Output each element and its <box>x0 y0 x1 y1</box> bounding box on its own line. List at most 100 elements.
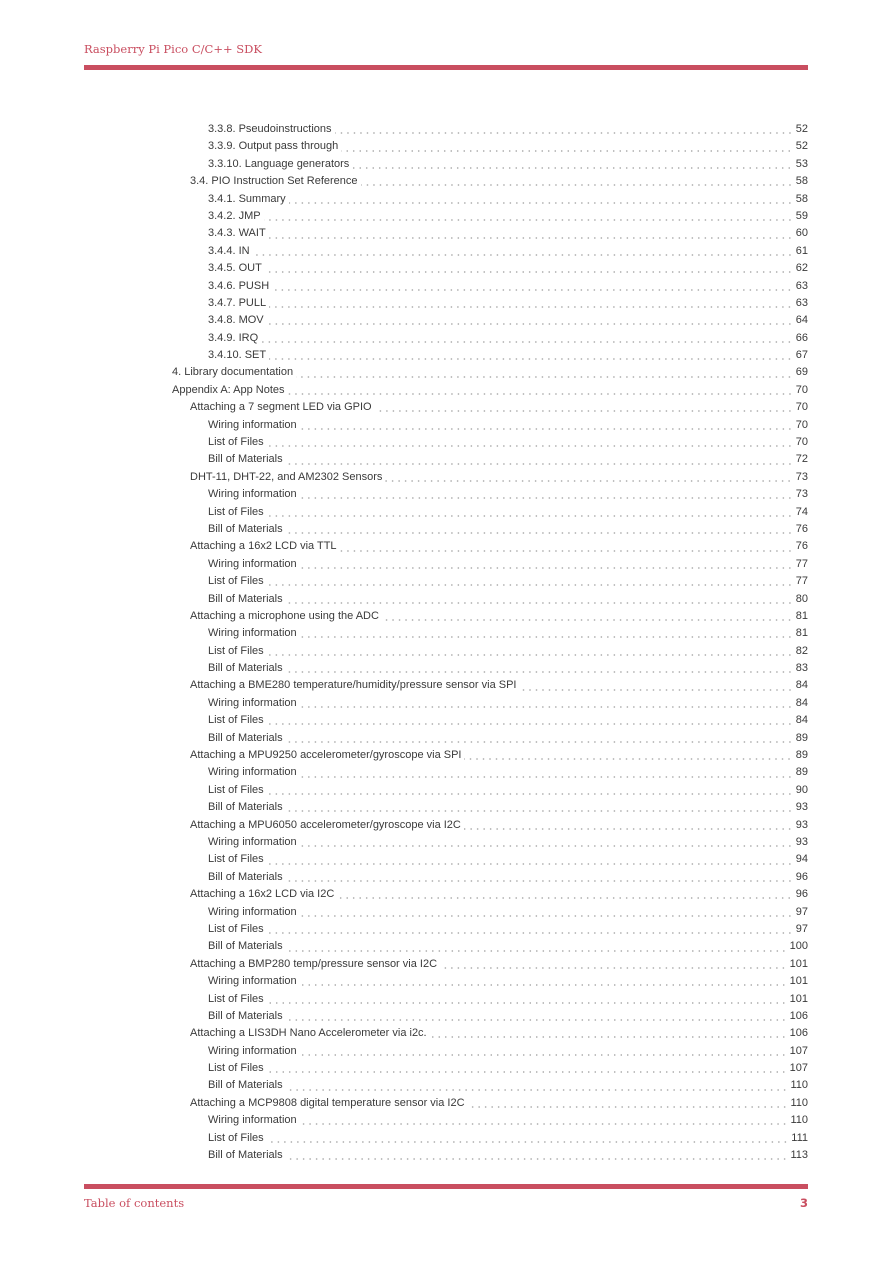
toc-entry[interactable]: Wiring information 101 <box>208 973 808 990</box>
toc-entry[interactable]: 3.4.8. MOV 64 <box>208 312 808 329</box>
toc-entry-page: 90 <box>795 783 808 796</box>
dot-leader <box>299 497 793 500</box>
toc-entry[interactable]: Wiring information 70 <box>208 417 808 434</box>
dot-leader <box>264 271 793 274</box>
toc-entry[interactable]: Attaching a 16x2 LCD via TTL 76 <box>190 538 808 555</box>
toc-entry[interactable]: Wiring information 107 <box>208 1043 808 1060</box>
toc-entry[interactable]: Wiring information 97 <box>208 904 808 921</box>
toc-entry[interactable]: List of Files 82 <box>208 643 808 660</box>
toc-entry[interactable]: List of Files 111 <box>208 1130 808 1147</box>
toc-entry[interactable]: Bill of Materials 110 <box>208 1077 808 1094</box>
toc-entry[interactable]: Bill of Materials 76 <box>208 521 808 538</box>
toc-entry[interactable]: 3.4.5. OUT 62 <box>208 260 808 277</box>
toc-entry[interactable]: 3.4.1. Summary 58 <box>208 191 808 208</box>
toc-entry[interactable]: Bill of Materials 72 <box>208 451 808 468</box>
toc-entry[interactable]: Wiring information 73 <box>208 486 808 503</box>
toc-entry[interactable]: Bill of Materials 83 <box>208 660 808 677</box>
toc-entry-label: DHT-11, DHT-22, and AM2302 Sensors <box>190 470 383 483</box>
toc-entry-label: 3.4.7. PULL <box>208 296 267 309</box>
toc-entry[interactable]: List of Files 101 <box>208 991 808 1008</box>
toc-entry[interactable]: List of Files 90 <box>208 782 808 799</box>
toc-entry-page: 52 <box>795 123 808 135</box>
toc-entry[interactable]: Attaching a BMP280 temp/pressure sensor … <box>190 956 808 973</box>
dot-leader <box>266 862 793 865</box>
toc-entry-label: Wiring information <box>208 696 297 709</box>
toc-entry-label: Bill of Materials <box>208 522 283 535</box>
toc-entry[interactable]: List of Files 94 <box>208 851 808 868</box>
toc-entry[interactable]: List of Files 70 <box>208 434 808 451</box>
toc-entry[interactable]: List of Files 97 <box>208 921 808 938</box>
dot-leader <box>429 1036 787 1039</box>
toc-entry[interactable]: Attaching a 16x2 LCD via I2C 96 <box>190 886 808 903</box>
toc-entry-label: List of Files <box>208 783 264 796</box>
toc-entry-page: 63 <box>795 296 808 309</box>
toc-entry[interactable]: Bill of Materials 106 <box>208 1008 808 1025</box>
toc-entry-page: 97 <box>795 905 808 918</box>
toc-entry[interactable]: Bill of Materials 89 <box>208 730 808 747</box>
toc-entry[interactable]: Wiring information 93 <box>208 834 808 851</box>
toc-entry-page: 58 <box>795 192 808 205</box>
toc-entry[interactable]: Attaching a microphone using the ADC 81 <box>190 608 808 625</box>
toc-entry[interactable]: Wiring information 84 <box>208 695 808 712</box>
toc-entry-page: 113 <box>790 1149 808 1161</box>
toc-entry[interactable]: Bill of Materials 113 <box>208 1147 808 1164</box>
toc-entry[interactable]: 3.4.6. PUSH 63 <box>208 278 808 295</box>
toc-entry[interactable]: 3.4.10. SET 67 <box>208 347 808 364</box>
toc-entry[interactable]: 3.3.9. Output pass through 52 <box>208 138 808 155</box>
toc-entry-label: Attaching a MPU9250 accelerometer/gyrosc… <box>190 749 462 762</box>
toc-entry[interactable]: Wiring information 110 <box>208 1112 808 1129</box>
toc-entry[interactable]: 3.4.3. WAIT 60 <box>208 225 808 242</box>
toc-entry[interactable]: Bill of Materials 100 <box>208 938 808 955</box>
dot-leader <box>266 1140 789 1143</box>
toc-entry-page: 93 <box>795 801 808 814</box>
toc-entry[interactable]: Attaching a BME280 temperature/humidity/… <box>190 677 808 694</box>
toc-entry[interactable]: 3.4. PIO Instruction Set Reference 58 <box>190 173 808 190</box>
toc-entry[interactable]: 3.3.8. Pseudoinstructions 52 <box>208 121 808 138</box>
dot-leader <box>266 1071 787 1074</box>
toc-entry-label: 3.4.6. PUSH <box>208 279 270 292</box>
toc-entry[interactable]: List of Files 77 <box>208 573 808 590</box>
dot-leader <box>266 584 793 587</box>
toc-entry[interactable]: Wiring information 89 <box>208 764 808 781</box>
toc-entry[interactable]: List of Files 107 <box>208 1060 808 1077</box>
toc-entry-page: 81 <box>795 609 808 622</box>
toc-entry-page: 69 <box>795 366 808 379</box>
header-rule <box>84 65 808 70</box>
dot-leader <box>299 775 793 778</box>
toc-entry[interactable]: Appendix A: App Notes 70 <box>172 382 808 399</box>
toc-entry-page: 94 <box>795 853 808 866</box>
toc-entry[interactable]: Attaching a LIS3DH Nano Accelerometer vi… <box>190 1025 808 1042</box>
toc-entry-label: 3.3.8. Pseudoinstructions <box>208 123 332 135</box>
toc-entry[interactable]: Bill of Materials 80 <box>208 591 808 608</box>
toc-entry[interactable]: 3.3.10. Language generators 53 <box>208 156 808 173</box>
toc-entry[interactable]: 3.4.9. IRQ 66 <box>208 330 808 347</box>
dot-leader <box>385 479 793 482</box>
toc-entry-label: List of Files <box>208 853 264 866</box>
toc-entry[interactable]: Attaching a 7 segment LED via GPIO 70 <box>190 399 808 416</box>
toc-entry-label: Attaching a LIS3DH Nano Accelerometer vi… <box>190 1027 427 1040</box>
toc-entry-page: 101 <box>789 957 808 970</box>
toc-entry-page: 84 <box>795 714 808 727</box>
toc-entry[interactable]: List of Files 84 <box>208 712 808 729</box>
toc-entry[interactable]: List of Files 74 <box>208 504 808 521</box>
toc-entry[interactable]: 3.4.2. JMP 59 <box>208 208 808 225</box>
toc-entry[interactable]: 3.4.7. PULL 63 <box>208 295 808 312</box>
toc-entry-label: Wiring information <box>208 1044 297 1057</box>
toc-entry[interactable]: Attaching a MPU9250 accelerometer/gyrosc… <box>190 747 808 764</box>
toc-entry[interactable]: Bill of Materials 93 <box>208 799 808 816</box>
dot-leader <box>263 219 793 222</box>
toc-entry[interactable]: Attaching a MCP9808 digital temperature … <box>190 1095 808 1112</box>
toc-entry-page: 59 <box>795 209 808 222</box>
toc-entry[interactable]: Wiring information 77 <box>208 556 808 573</box>
toc-entry[interactable]: 3.4.4. IN 61 <box>208 243 808 260</box>
toc-entry[interactable]: 4. Library documentation 69 <box>172 364 808 381</box>
toc-entry-page: 77 <box>795 575 808 588</box>
toc-entry-page: 101 <box>789 992 808 1005</box>
toc-entry[interactable]: Attaching a MPU6050 accelerometer/gyrosc… <box>190 817 808 834</box>
toc-entry[interactable]: Bill of Materials 96 <box>208 869 808 886</box>
toc-entry[interactable]: Wiring information 81 <box>208 625 808 642</box>
toc-entry-label: Attaching a MCP9808 digital temperature … <box>190 1096 465 1109</box>
toc-entry-page: 66 <box>795 331 808 344</box>
toc-entry[interactable]: DHT-11, DHT-22, and AM2302 Sensors 73 <box>190 469 808 486</box>
dot-leader <box>285 949 787 952</box>
